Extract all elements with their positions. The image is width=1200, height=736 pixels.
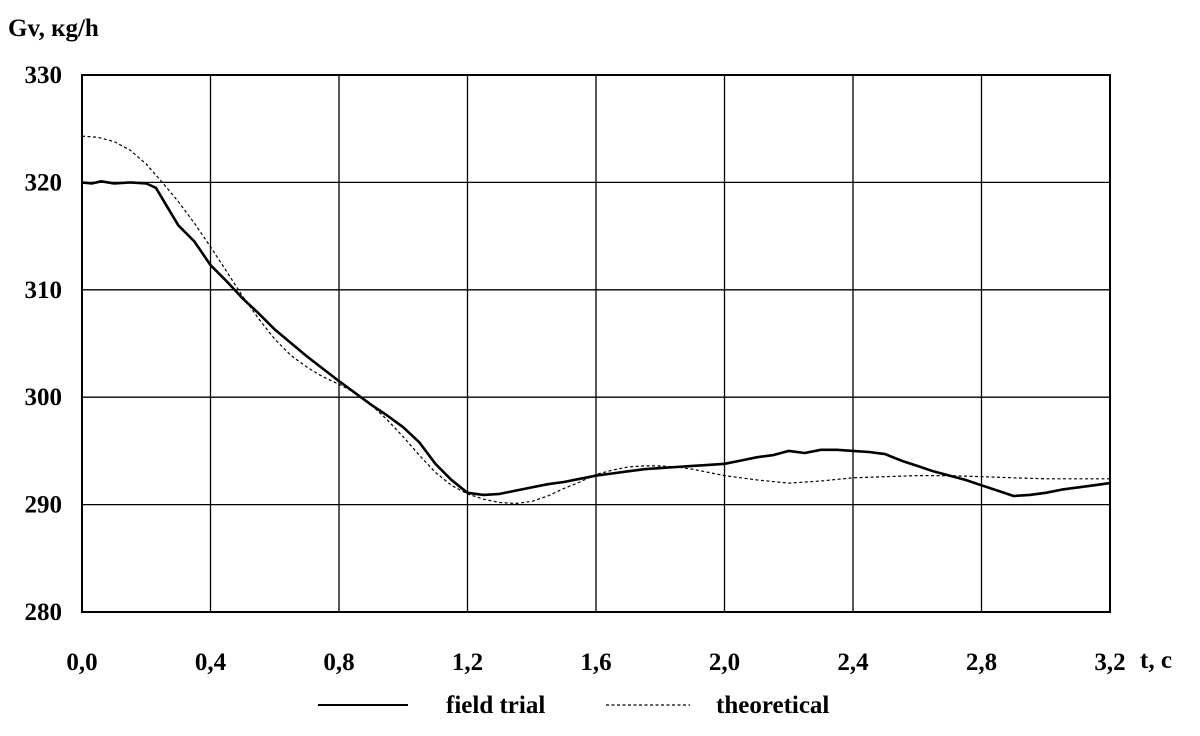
legend-label: field trial [446,692,545,719]
grid [81,74,1111,613]
y-tick-label: 300 [25,384,63,411]
y-tick-label: 290 [25,492,63,519]
x-tick-label: 2,4 [837,649,869,676]
x-tick-labels: 0,0 0,4 0,8 1,2 1,6 2,0 2,4 2,8 3,2 [66,649,1125,676]
legend-label: theoretical [716,692,829,719]
x-axis-title: t, c [1140,647,1172,674]
x-tick-label: 2,0 [709,649,740,676]
plot-frame [81,74,1111,613]
x-tick-label: 1,2 [452,649,483,676]
y-tick-labels: 280 290 300 310 320 330 [25,62,63,626]
series-line-field-trial [81,180,1111,498]
y-axis-title: Gv, кg/h [8,15,99,42]
series-line-theoretical [81,135,1110,505]
x-tick-label: 2,8 [966,649,997,676]
x-tick-label: 1,6 [580,649,611,676]
x-tick-label: 3,2 [1094,649,1125,676]
legend: field trial theoretical [318,692,829,719]
y-tick-label: 280 [25,599,63,626]
series-layer [81,135,1111,505]
y-tick-label: 320 [25,169,63,196]
y-tick-label: 310 [25,277,63,304]
x-tick-label: 0,4 [195,649,227,676]
x-tick-label: 0,0 [66,649,97,676]
x-tick-label: 0,8 [323,649,354,676]
y-tick-label: 330 [25,62,63,89]
